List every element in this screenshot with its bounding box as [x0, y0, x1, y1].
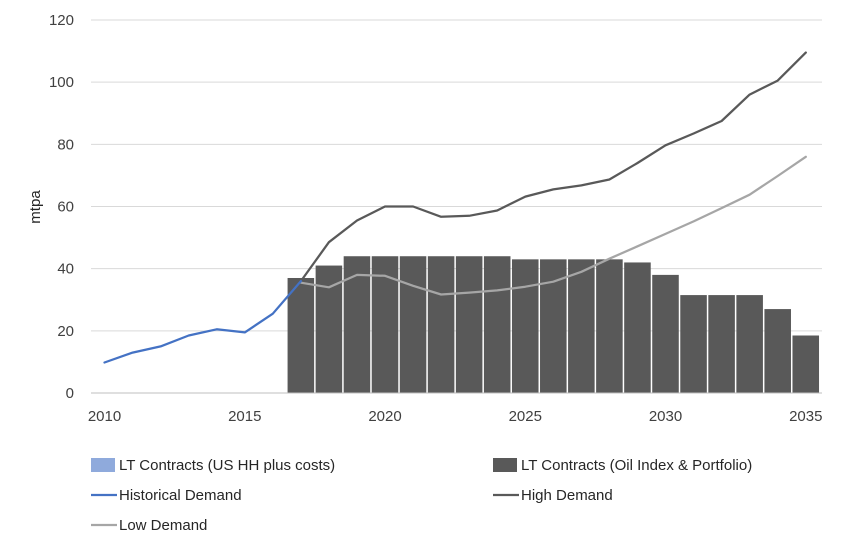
series-lines [103, 51, 807, 364]
legend-label-high-demand: High Demand [521, 487, 613, 504]
legend-swatch-lt-contracts-oil-index-portfolio [493, 458, 517, 472]
bar-oil-index-2023 [455, 256, 483, 393]
bar-oil-index-2031 [680, 295, 707, 393]
x-tick-2025: 2025 [509, 408, 542, 425]
x-tick-2030: 2030 [649, 408, 682, 425]
bar-oil-index-2029 [624, 262, 651, 393]
y-tick-20: 20 [57, 323, 74, 340]
bar-oil-index-2035 [792, 335, 820, 393]
line-historical-demand [103, 279, 303, 364]
bar-oil-index-2028 [596, 259, 623, 393]
bar-oil-index-2030 [652, 274, 679, 393]
legend-swatch-lt-contracts-us-hh-plus-costs [91, 458, 115, 472]
bar-oil-index-2021 [399, 256, 427, 393]
x-tick-2015: 2015 [228, 408, 261, 425]
bar-oil-index-2025 [511, 259, 539, 393]
legend-label-lt-contracts-us-hh-plus-costs: LT Contracts (US HH plus costs) [119, 457, 335, 474]
legend: LT Contracts (US HH plus costs) LT Contra… [91, 457, 752, 534]
bar-oil-index-2017 [287, 277, 315, 393]
bar-oil-index-2027 [568, 259, 595, 393]
bar-oil-index-2032 [708, 295, 735, 393]
x-tick-labels: 2010 2015 2020 2025 2030 2035 [88, 408, 823, 425]
line-high-demand [299, 51, 807, 283]
y-tick-120: 120 [49, 12, 74, 29]
y-tick-100: 100 [49, 74, 74, 91]
bars [287, 256, 820, 393]
x-tick-2035: 2035 [789, 408, 822, 425]
y-tick-40: 40 [57, 261, 74, 278]
line-low-demand [299, 155, 807, 296]
legend-label-historical-demand: Historical Demand [119, 487, 242, 504]
x-tick-2010: 2010 [88, 408, 121, 425]
bar-oil-index-2022 [427, 256, 455, 393]
bar-oil-index-2024 [483, 256, 511, 393]
y-tick-0: 0 [66, 385, 74, 402]
y-tick-labels: 0 20 40 60 80 100 120 [49, 12, 74, 402]
y-tick-80: 80 [57, 136, 74, 153]
bar-oil-index-2034 [764, 309, 791, 393]
bar-oil-index-2033 [736, 295, 763, 393]
legend-label-low-demand: Low Demand [119, 517, 207, 534]
y-axis-title: mtpa [27, 190, 44, 224]
bar-oil-index-2019 [343, 256, 371, 393]
x-tick-2020: 2020 [368, 408, 401, 425]
y-tick-60: 60 [57, 199, 74, 216]
legend-label-lt-contracts-oil-index-portfolio: LT Contracts (Oil Index & Portfolio) [521, 457, 752, 474]
